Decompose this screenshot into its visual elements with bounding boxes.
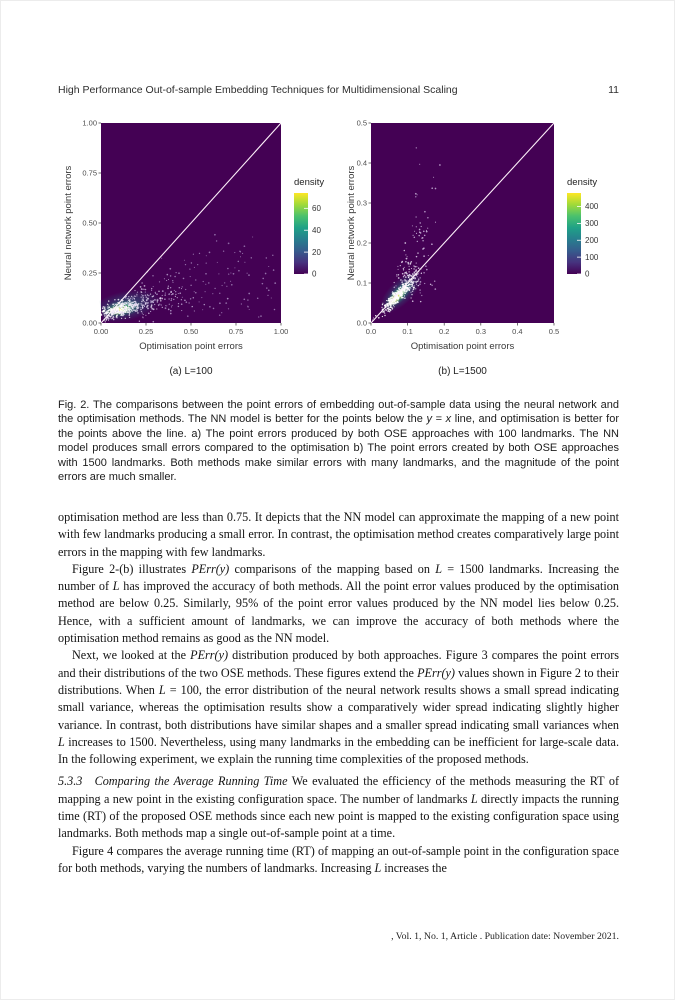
colorbar-tick-label: 40 xyxy=(312,226,321,235)
colorbar-tick-label: 300 xyxy=(585,219,599,228)
x-tick-label: 0.0 xyxy=(366,327,376,336)
y-tick-label: 0.50 xyxy=(82,219,97,228)
y-axis-title: Neural network point errors xyxy=(346,165,357,280)
page-number: 11 xyxy=(608,84,619,96)
x-axis-title: Optimisation point errors xyxy=(411,341,515,352)
colorbar-tick-label: 400 xyxy=(585,202,599,211)
y-tick-label: 0.25 xyxy=(82,269,97,278)
x-tick-label: 0.25 xyxy=(139,327,154,336)
y-axis-title: Neural network point errors xyxy=(63,165,74,280)
colorbar-tick-label: 0 xyxy=(312,270,317,279)
y-tick-label: 1.00 xyxy=(82,119,97,128)
x-tick-label: 0.1 xyxy=(402,327,412,336)
y-tick-label: 0.5 xyxy=(357,119,367,128)
x-tick-label: 0.4 xyxy=(512,327,522,336)
x-tick-label: 0.2 xyxy=(439,327,449,336)
legend-title: density xyxy=(294,177,324,188)
x-tick-label: 0.50 xyxy=(184,327,199,336)
y-tick-label: 0.75 xyxy=(82,169,97,178)
density-scatter-svg: 0.0 0.1 0.2 0.3 0.4 0.5 0.0 0.1 0.2 0.3 0.4 0.5 Opti… xyxy=(346,119,599,352)
paragraph-2: Figure 2-(b) illustrates PErr(y) compari… xyxy=(58,561,619,646)
page-footer: , Vol. 1, No. 1, Article . Publication d… xyxy=(391,931,619,942)
x-tick-label: 0.5 xyxy=(549,327,559,336)
density-scatter-svg: 0.00 0.25 0.50 0.75 1.00 0.00 0.25 0.50 0.75 1.00… xyxy=(63,119,324,352)
identity-line xyxy=(370,122,555,324)
x-tick-label: 0.3 xyxy=(476,327,486,336)
page-header: High Performance Out-of-sample Embedding… xyxy=(58,84,619,96)
colorbar-tick-label: 60 xyxy=(312,204,321,213)
colorbar-tick-label: 200 xyxy=(585,236,599,245)
paragraph-3: Next, we looked at the PErr(y) distribut… xyxy=(58,648,619,767)
y-tick-label: 0.00 xyxy=(82,319,97,328)
section-5-3-3: 5.3.3 Comparing the Average Running Time… xyxy=(58,774,619,841)
body-text: optimisation method are less than 0.75. … xyxy=(58,509,619,877)
subcaption-b: (b) L=1500 xyxy=(438,366,487,377)
y-tick-label: 0.4 xyxy=(357,159,367,168)
y-tick-label: 0.1 xyxy=(357,279,367,288)
colorbar xyxy=(294,193,308,274)
running-title: High Performance Out-of-sample Embedding… xyxy=(58,84,458,96)
y-tick-label: 0.2 xyxy=(357,239,367,248)
legend-title: density xyxy=(567,177,597,188)
y-tick-label: 0.3 xyxy=(357,199,367,208)
figure-2a-plot: 0.00 0.25 0.50 0.75 1.00 0.00 0.25 0.50 0.75 1.00… xyxy=(58,113,341,368)
x-tick-label: 1.00 xyxy=(274,327,289,336)
colorbar xyxy=(567,193,581,274)
paragraph-1: optimisation method are less than 0.75. … xyxy=(58,510,619,559)
paragraph-5: Figure 4 compares the average running ti… xyxy=(58,843,619,875)
colorbar-tick-label: 0 xyxy=(585,270,590,279)
x-tick-label: 0.00 xyxy=(94,327,109,336)
figure-caption: Fig. 2. The comparisons between the poin… xyxy=(58,399,619,484)
y-tick-label: 0.0 xyxy=(357,319,367,328)
x-axis-title: Optimisation point errors xyxy=(139,341,243,352)
figure-2b-plot: 0.0 0.1 0.2 0.3 0.4 0.5 0.0 0.1 0.2 0.3 0.4 0.5 Opti… xyxy=(346,113,631,368)
x-tick-label: 0.75 xyxy=(229,327,244,336)
subcaption-a: (a) L=100 xyxy=(169,366,213,377)
colorbar-tick-label: 100 xyxy=(585,253,599,262)
identity-line xyxy=(100,122,282,324)
colorbar-tick-label: 20 xyxy=(312,248,321,257)
